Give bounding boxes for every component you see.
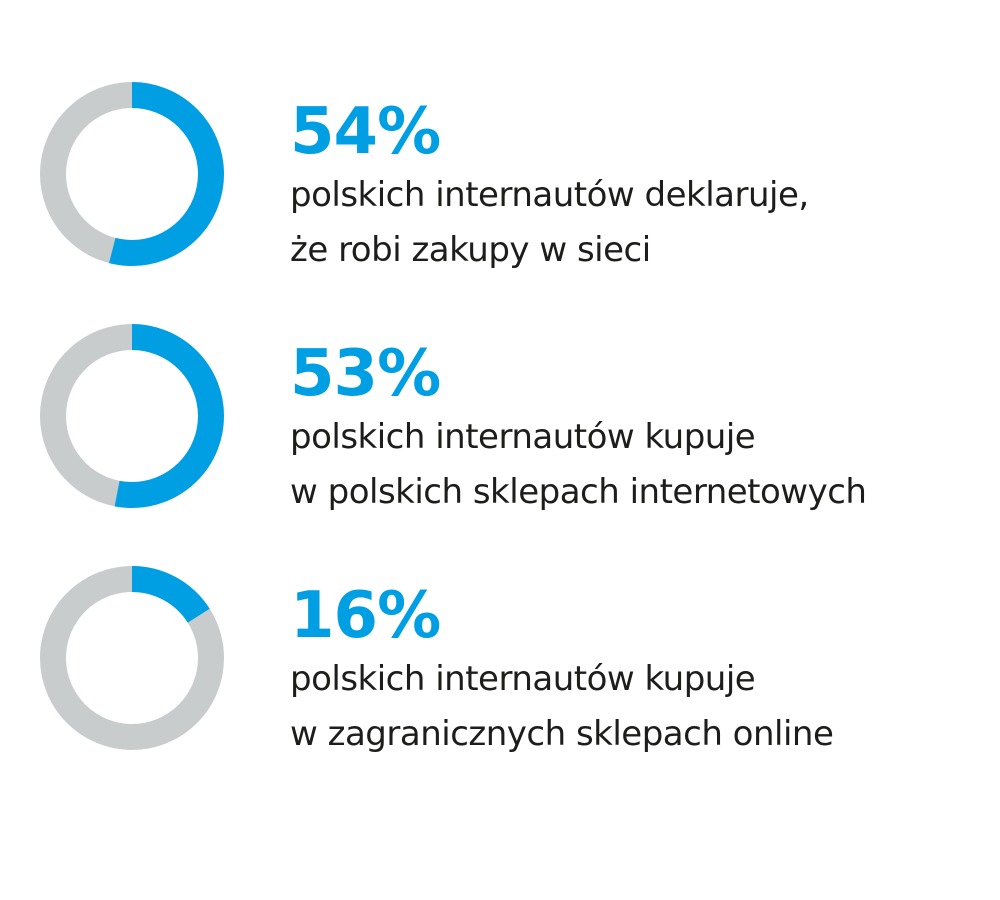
stat-percentage: 54%: [290, 95, 441, 169]
stat-percentage: 53%: [290, 337, 441, 411]
stat-percentage: 16%: [290, 579, 441, 653]
stat-text-block: 16% polskich internautów kupuje w zagran…: [290, 566, 834, 762]
donut-svg: [40, 324, 224, 508]
donut-chart: [40, 324, 224, 508]
stat-text-block: 54% polskich internautów deklaruje, że r…: [290, 82, 809, 278]
stat-text-block: 53% polskich internautów kupuje w polski…: [290, 324, 867, 520]
donut-value-arc: [40, 82, 224, 266]
stat-description-line: w polskich sklepach internetowych: [290, 472, 867, 512]
stat-description-line: w zagranicznych sklepach online: [290, 714, 834, 754]
donut-value-arc: [40, 324, 224, 508]
donut-svg: [40, 566, 224, 750]
donut-chart: [40, 82, 224, 266]
stat-description-line: polskich internautów kupuje: [290, 417, 756, 457]
stat-row-polish-shops: 53% polskich internautów kupuje w polski…: [0, 324, 1000, 514]
donut-chart: [40, 566, 224, 750]
stat-description-line: polskich internautów deklaruje,: [290, 175, 809, 215]
stat-row-foreign-shops: 16% polskich internautów kupuje w zagran…: [0, 566, 1000, 756]
stat-description-line: że robi zakupy w sieci: [290, 230, 651, 270]
donut-value-arc: [40, 566, 224, 750]
stat-row-online-shoppers: 54% polskich internautów deklaruje, że r…: [0, 82, 1000, 272]
stat-description-line: polskich internautów kupuje: [290, 659, 756, 699]
donut-svg: [40, 82, 224, 266]
